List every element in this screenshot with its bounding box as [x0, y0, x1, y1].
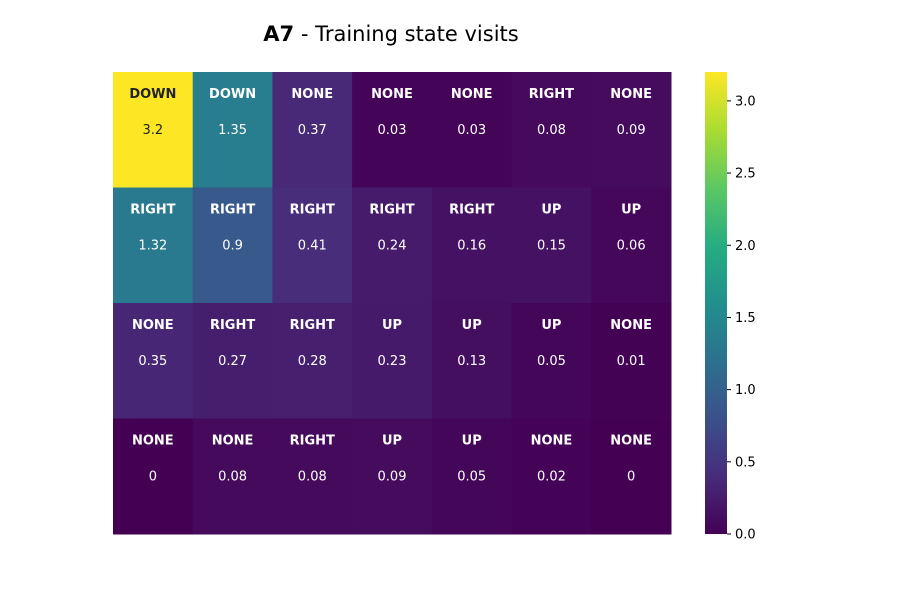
cell-value-label: 0.28	[298, 354, 327, 369]
heatmap-cell-r3-c3	[352, 418, 433, 535]
heatmap-cell-r2-c0	[113, 303, 194, 419]
cell-action-label: NONE	[371, 87, 413, 102]
cell-action-label: RIGHT	[290, 203, 335, 218]
cell-action-label: NONE	[610, 87, 652, 102]
cell-value-label: 0.9	[222, 239, 243, 254]
cell-value-label: 0.09	[378, 470, 407, 485]
cell-action-label: UP	[382, 318, 402, 333]
cell-action-label: NONE	[610, 318, 652, 333]
cell-action-label: UP	[382, 434, 402, 449]
heatmap-cell-r1-c0	[113, 187, 194, 304]
heatmap-cell-r0-c1	[192, 72, 273, 188]
heatmap-cell-r1-c2	[272, 187, 353, 304]
cell-action-label: RIGHT	[130, 203, 175, 218]
cell-value-label: 0.08	[218, 470, 247, 485]
cell-value-label: 0.13	[457, 354, 486, 369]
cell-action-label: UP	[541, 318, 561, 333]
cell-value-label: 0.01	[617, 354, 646, 369]
heatmap-cell-r1-c6	[591, 187, 672, 304]
cell-value-label: 0.05	[457, 470, 486, 485]
cell-action-label: DOWN	[129, 87, 176, 102]
heatmap-cell-r2-c4	[431, 303, 513, 419]
heatmap-cell-r0-c4	[431, 72, 513, 188]
cell-action-label: NONE	[531, 434, 573, 449]
cell-value-label: 1.35	[218, 123, 247, 138]
cell-value-label: 0.03	[457, 123, 486, 138]
cell-action-label: RIGHT	[210, 203, 255, 218]
cell-value-label: 0.37	[298, 123, 327, 138]
colorbar-tick-label: 2.0	[735, 239, 756, 254]
colorbar-tick-label: 1.5	[735, 311, 756, 326]
cell-value-label: 0.03	[378, 123, 407, 138]
heatmap-cell-r3-c2	[272, 418, 353, 535]
heatmap-cell-r1-c1	[192, 187, 273, 304]
colorbar-tick-label: 2.5	[735, 167, 756, 182]
heatmap-cell-r3-c4	[431, 418, 513, 535]
cell-value-label: 0.08	[537, 123, 566, 138]
cell-value-label: 0.27	[218, 354, 247, 369]
heatmap-cells: DOWN 3.2 DOWN 1.35 NONE 0.37 NONE 0.03 NONE 0.03 R…	[113, 72, 672, 535]
cell-action-label: NONE	[451, 87, 493, 102]
cell-value-label: 0	[149, 470, 157, 485]
cell-value-label: 0.02	[537, 470, 566, 485]
cell-value-label: 0.16	[457, 239, 486, 254]
cell-value-label: 1.32	[138, 239, 167, 254]
cell-action-label: UP	[462, 318, 482, 333]
cell-action-label: UP	[621, 203, 641, 218]
cell-action-label: RIGHT	[449, 203, 494, 218]
cell-action-label: RIGHT	[290, 318, 335, 333]
heatmap-cell-r2-c6	[591, 303, 672, 419]
heatmap-cell-r3-c6	[591, 418, 672, 535]
heatmap-cell-r1-c3	[352, 187, 433, 304]
cell-action-label: DOWN	[209, 87, 256, 102]
cell-value-label: 0.41	[298, 239, 327, 254]
cell-value-label: 0.15	[537, 239, 566, 254]
cell-value-label: 0.08	[298, 470, 327, 485]
cell-action-label: UP	[541, 203, 561, 218]
heatmap-cell-r3-c5	[511, 418, 592, 535]
colorbar-gradient	[705, 72, 727, 534]
cell-value-label: 0	[627, 470, 635, 485]
heatmap-cell-r1-c4	[431, 187, 513, 304]
cell-value-label: 0.09	[617, 123, 646, 138]
cell-action-label: RIGHT	[369, 203, 414, 218]
cell-value-label: 3.2	[143, 123, 164, 138]
cell-action-label: RIGHT	[529, 87, 574, 102]
heatmap-cell-r2-c3	[352, 303, 433, 419]
cell-value-label: 0.06	[617, 239, 646, 254]
heatmap-cell-r3-c0	[113, 418, 194, 535]
heatmap-cell-r2-c1	[192, 303, 273, 419]
cell-value-label: 0.05	[537, 354, 566, 369]
colorbar-tick-label: 1.0	[735, 383, 756, 398]
cell-value-label: 0.24	[378, 239, 407, 254]
heatmap-cell-r0-c2	[272, 72, 353, 188]
cell-action-label: NONE	[132, 434, 174, 449]
cell-action-label: NONE	[291, 87, 333, 102]
colorbar-tick-label: 3.0	[735, 94, 756, 109]
cell-action-label: NONE	[212, 434, 254, 449]
heatmap-cell-r3-c1	[192, 418, 273, 535]
cell-action-label: RIGHT	[210, 318, 255, 333]
cell-value-label: 0.35	[138, 354, 167, 369]
colorbar-tick-label: 0.0	[735, 528, 756, 543]
heatmap-cell-r0-c5	[511, 72, 592, 188]
cell-value-label: 0.23	[378, 354, 407, 369]
heatmap-cell-r0-c6	[591, 72, 672, 188]
heatmap-cell-r2-c5	[511, 303, 592, 419]
cell-action-label: NONE	[610, 434, 652, 449]
heatmap-cell-r1-c5	[511, 187, 592, 304]
heatmap-cell-r2-c2	[272, 303, 353, 419]
chart-title-rest: - Training state visits	[294, 22, 519, 46]
cell-action-label: RIGHT	[290, 434, 335, 449]
heatmap-cell-r0-c0	[113, 72, 194, 188]
chart-title: A7 - Training state visits	[0, 22, 782, 46]
chart-title-bold: A7	[263, 22, 295, 46]
heatmap-cell-r0-c3	[352, 72, 433, 188]
cell-action-label: UP	[462, 434, 482, 449]
cell-action-label: NONE	[132, 318, 174, 333]
colorbar: 0.0 0.5 1.0 1.5 2.0 2.5 3.0	[705, 72, 756, 543]
colorbar-tick-label: 0.5	[735, 455, 756, 470]
